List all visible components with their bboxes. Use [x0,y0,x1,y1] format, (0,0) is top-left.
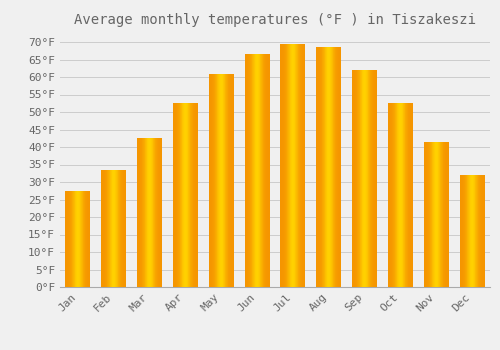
Title: Average monthly temperatures (°F ) in Tiszakeszi: Average monthly temperatures (°F ) in Ti… [74,13,476,27]
